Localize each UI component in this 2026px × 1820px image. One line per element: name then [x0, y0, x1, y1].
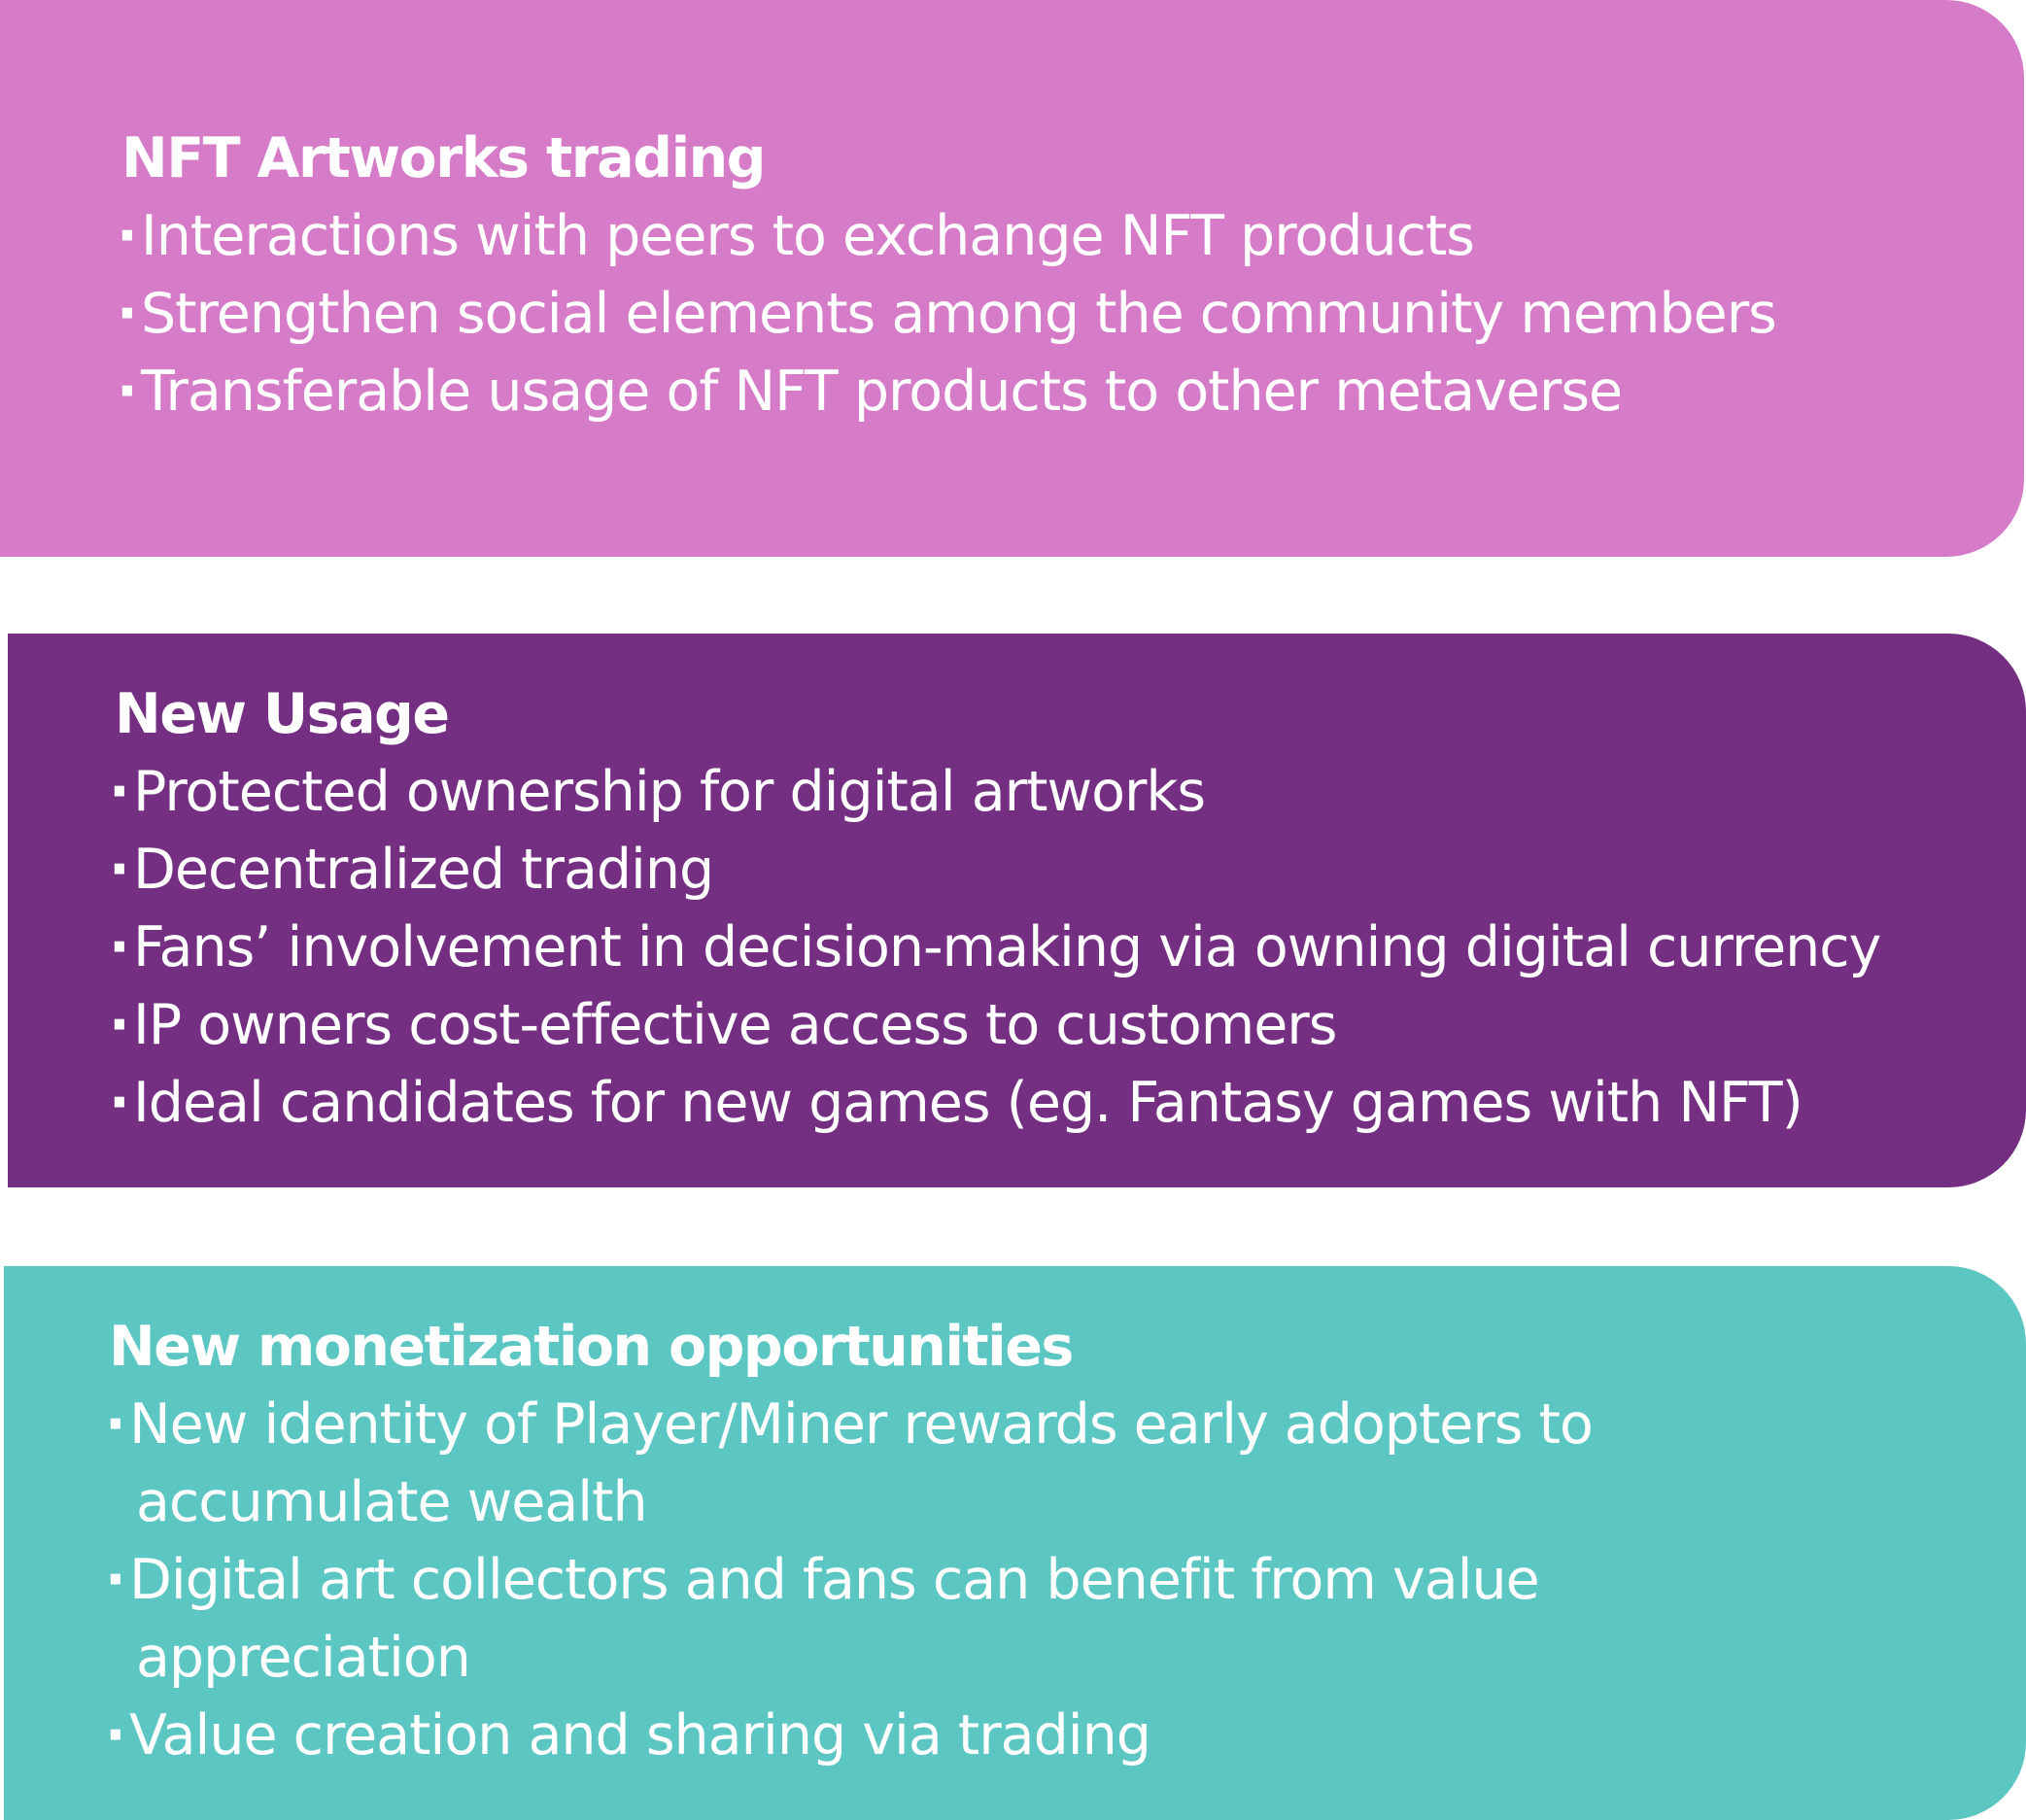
card-title-new-monetization: New monetization opportunities [109, 1315, 1074, 1379]
bullet-item: Fans’ involvement in decision-making via… [109, 909, 1881, 986]
bullet-item-text: Digital art collectors and fans can bene… [129, 1548, 1540, 1612]
bullet-list: New identity of Player/Miner rewards ear… [105, 1386, 1594, 1774]
bullet-item: Value creation and sharing via trading [105, 1697, 1593, 1774]
bullet-item: New identity of Player/Miner rewards ear… [105, 1386, 1594, 1541]
bullet-item: Protected ownership for digital artworks [109, 753, 1880, 831]
bullet-list: Interactions with peers to exchange NFT … [117, 197, 1777, 430]
bullet-item-text: Interactions with peers to exchange NFT … [141, 204, 1475, 268]
bullet-list: Protected ownership for digital artworks… [109, 753, 1881, 1142]
bullet-item-text: Strengthen social elements among the com… [141, 282, 1777, 346]
card-title-nft-artworks-trading: NFT Artworks trading [121, 126, 767, 190]
bullet-item-continuation: appreciation [136, 1626, 471, 1690]
bullet-item: Decentralized trading [109, 831, 1880, 909]
bullet-item-text: Transferable usage of NFT products to ot… [141, 360, 1623, 424]
bullet-item: Strengthen social elements among the com… [117, 275, 1777, 353]
bullet-item-text: New identity of Player/Miner rewards ear… [129, 1392, 1594, 1457]
bullet-item-continuation: accumulate wealth [136, 1470, 648, 1534]
card-title-new-usage: New Usage [115, 682, 450, 746]
bullet-item-text: IP owners cost-effective access to custo… [133, 993, 1337, 1057]
bullet-item: Digital art collectors and fans can bene… [105, 1541, 1593, 1697]
bullet-item-text: Decentralized trading [133, 838, 714, 902]
bullet-item: Transferable usage of NFT products to ot… [117, 353, 1776, 430]
bullet-item-text: Value creation and sharing via trading [129, 1703, 1151, 1768]
bullet-item: Interactions with peers to exchange NFT … [117, 197, 1776, 275]
bullet-item: Ideal candidates for new games (eg. Fant… [109, 1064, 1880, 1142]
bullet-item-text: Protected ownership for digital artworks [133, 760, 1206, 824]
bullet-item-text: Fans’ involvement in decision-making via… [133, 915, 1881, 979]
bullet-item: IP owners cost-effective access to custo… [109, 986, 1880, 1064]
bullet-item-text: Ideal candidates for new games (eg. Fant… [133, 1071, 1803, 1135]
